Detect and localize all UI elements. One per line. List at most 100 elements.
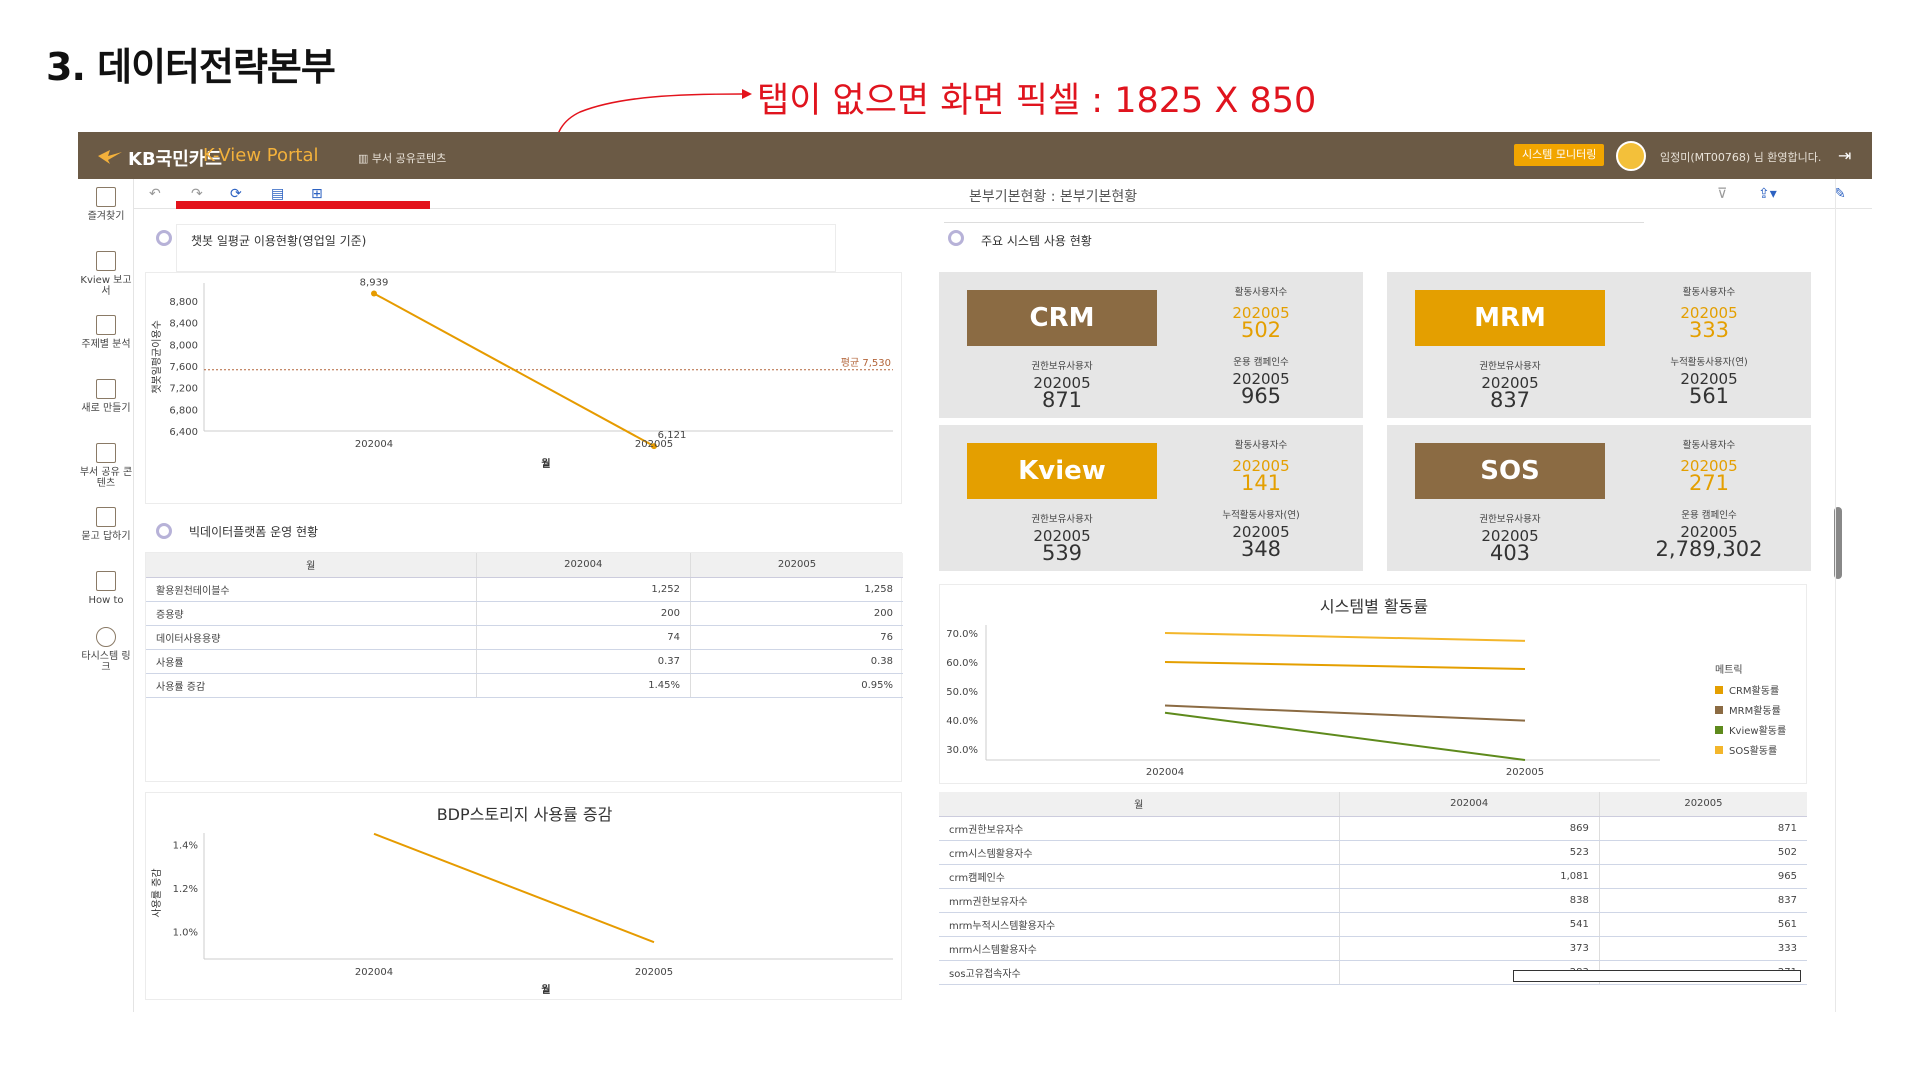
legend-label: Kview활동률	[1729, 724, 1786, 737]
edit-icon	[96, 379, 116, 399]
table-cell: 200	[476, 601, 692, 626]
sidebar-label: 주제별 분석	[81, 339, 131, 350]
sidebar-item-favorites[interactable]: 즐겨찾기	[78, 187, 134, 222]
kpi-right-value: 965	[1240, 384, 1282, 408]
filter-icon[interactable]: ⊽	[1717, 186, 1728, 202]
table-header[interactable]: 월	[146, 553, 477, 578]
x-tick-label: 202004	[1146, 767, 1184, 778]
table-row: mrm시스템활용자수 373 333	[939, 936, 1807, 961]
legend-label: SOS활동률	[1729, 744, 1777, 757]
bigdata-panel: 월 202004 202005 활용원천테이블수 1,252 1,258 증용량 200 200…	[145, 552, 903, 782]
kpi-left-period: 202005	[1481, 374, 1539, 392]
kpi-right-period: 202005	[1232, 370, 1290, 388]
kpi-left-period: 202005	[1033, 374, 1091, 392]
bdp-title: BDP스토리지 사용률 증감	[436, 805, 613, 824]
x-tick-label: 202005	[1506, 767, 1544, 778]
series-line-3	[1164, 711, 1526, 762]
table-header[interactable]: 202005	[690, 553, 903, 578]
table-cell: mrm시스템활용자수	[939, 936, 1340, 961]
save-icon[interactable]: ⊞	[311, 186, 323, 202]
series-line-1	[1164, 661, 1526, 670]
table-row: 사용률 0.37 0.38	[146, 649, 903, 674]
x-tick-label: 202004	[355, 439, 393, 450]
portal-name[interactable]: K-View Portal	[203, 145, 319, 166]
sidebar-item-howto[interactable]: How to	[78, 571, 134, 606]
redo-icon[interactable]: ↷	[191, 186, 203, 202]
kpi-left-period: 202005	[1033, 527, 1091, 545]
kpi-card-crm[interactable]: CRM 활동사용자수 202005 502 권한보유사용자 202005 871…	[939, 272, 1363, 418]
report-icon	[96, 251, 116, 271]
x-tick-label: 202005	[635, 439, 673, 450]
table-cell: 561	[1599, 912, 1807, 937]
chatbot-title-box	[176, 224, 836, 272]
system-monitoring-button[interactable]: 시스템 모니터링	[1514, 144, 1605, 166]
kpi-right-period: 202005	[1680, 523, 1738, 541]
y-tick-label: 30.0%	[946, 745, 978, 756]
kpi-right-period: 202005	[1232, 523, 1290, 541]
sidebar-item-other-links[interactable]: 타시스템 링크	[78, 627, 134, 673]
kpi-right-period: 202005	[1680, 370, 1738, 388]
bigdata-title: 빅데이터플랫폼 운영 현황	[189, 525, 319, 539]
pencil-icon[interactable]: ✎	[1834, 186, 1846, 202]
sidebar-item-kview-report[interactable]: Kview 보고서	[78, 251, 134, 297]
table-header[interactable]: 월	[939, 792, 1340, 817]
table-header[interactable]: 202004	[476, 553, 692, 578]
kpi-right-label: 운용 캠페인수	[1681, 510, 1737, 521]
kpi-right-value: 348	[1240, 537, 1282, 561]
y-tick-label: 6,800	[169, 405, 198, 416]
sidebar-item-qna[interactable]: 묻고 답하기	[78, 507, 134, 542]
table-row: crm시스템활용자수 523 502	[939, 840, 1807, 865]
table-cell: 0.38	[690, 649, 903, 674]
app-window: KB국민카드 K-View Portal ▥ 부서 공유콘텐츠 시스템 모니터링…	[78, 132, 1872, 1012]
sidebar-label: 즐겨찾기	[87, 211, 125, 222]
horizontal-scrollbar[interactable]	[1513, 970, 1801, 982]
scroll-track	[1835, 179, 1836, 1012]
y-tick-label: 7,200	[169, 384, 198, 395]
kpi-left-value: 871	[1041, 388, 1083, 412]
y-tick-label: 1.0%	[173, 927, 198, 938]
bigdata-table: 월 202004 202005 활용원천테이블수 1,252 1,258 증용량 200 200…	[146, 553, 903, 698]
table-cell: 데이터사용용량	[146, 625, 477, 650]
kpi-active-period: 202005	[1680, 457, 1738, 475]
kpi-left-label: 권한보유사용자	[1479, 514, 1541, 525]
legend-label: MRM활동률	[1729, 704, 1781, 717]
dept-content-link[interactable]: ▥ 부서 공유콘텐츠	[358, 150, 446, 166]
y-axis-title: 사용률 증감	[151, 868, 163, 917]
y-tick-label: 8,800	[169, 297, 198, 308]
user-avatar[interactable]	[1616, 141, 1646, 171]
sidebar-item-new[interactable]: 새로 만들기	[78, 379, 134, 414]
bdp-chart: 1.4% 1.2% 1.0% 202004 202005 월 사용률 증감	[151, 832, 893, 996]
question-icon	[96, 507, 116, 527]
list-icon[interactable]: ▤	[271, 186, 285, 202]
data-point	[371, 290, 377, 297]
presentation-icon	[96, 443, 116, 463]
undo-icon[interactable]: ↶	[149, 186, 161, 202]
sidebar-label: Kview 보고서	[80, 275, 132, 297]
brand-logo[interactable]: KB국민카드	[128, 149, 222, 170]
activity-chart: 70.0% 60.0% 50.0% 40.0% 30.0% CRM활동률 MRM활동률 Kvi…	[946, 625, 1786, 778]
section-bullet-icon	[948, 230, 964, 246]
table-header[interactable]: 202004	[1339, 792, 1600, 817]
y-tick-label: 70.0%	[946, 629, 978, 640]
average-label: 평균 7,530	[841, 357, 891, 369]
welcome-text: 임정미(MT00768) 님 환영합니다.	[1660, 151, 1822, 164]
kpi-card-kview[interactable]: Kview 활동사용자수 202005 141 권한보유사용자 202005 5…	[939, 425, 1363, 571]
table-row: 증용량 200 200	[146, 601, 903, 626]
globe-icon	[96, 627, 116, 647]
annotation-text: 탭이 없으면 화면 픽셀 : 1825 X 850	[757, 81, 1317, 121]
y-tick-label: 1.4%	[173, 841, 198, 852]
sidebar-item-topic-analysis[interactable]: 주제별 분석	[78, 315, 134, 350]
table-cell: 1.45%	[476, 673, 692, 698]
logout-icon[interactable]: ⇥	[1838, 146, 1852, 165]
data-label: 6,121	[658, 430, 687, 441]
sidebar-item-dept-share[interactable]: 부서 공유 콘텐츠	[78, 443, 134, 489]
refresh-icon[interactable]: ⟳	[230, 186, 242, 202]
vertical-scrollbar[interactable]	[1834, 507, 1842, 579]
system-table: 월 202004 202005 crm권한보유자수 869 871 crm시스템활용자수 52…	[939, 792, 1807, 985]
table-cell: 0.95%	[690, 673, 903, 698]
table-cell: 74	[476, 625, 692, 650]
table-header[interactable]: 202005	[1599, 792, 1807, 817]
kpi-card-mrm[interactable]: MRM 활동사용자수 202005 333 권한보유사용자 202005 837…	[1387, 272, 1811, 418]
kpi-card-sos[interactable]: SOS 활동사용자수 202005 271 권한보유사용자 202005 403…	[1387, 425, 1811, 571]
export-icon[interactable]: ⇪▾	[1758, 186, 1777, 202]
